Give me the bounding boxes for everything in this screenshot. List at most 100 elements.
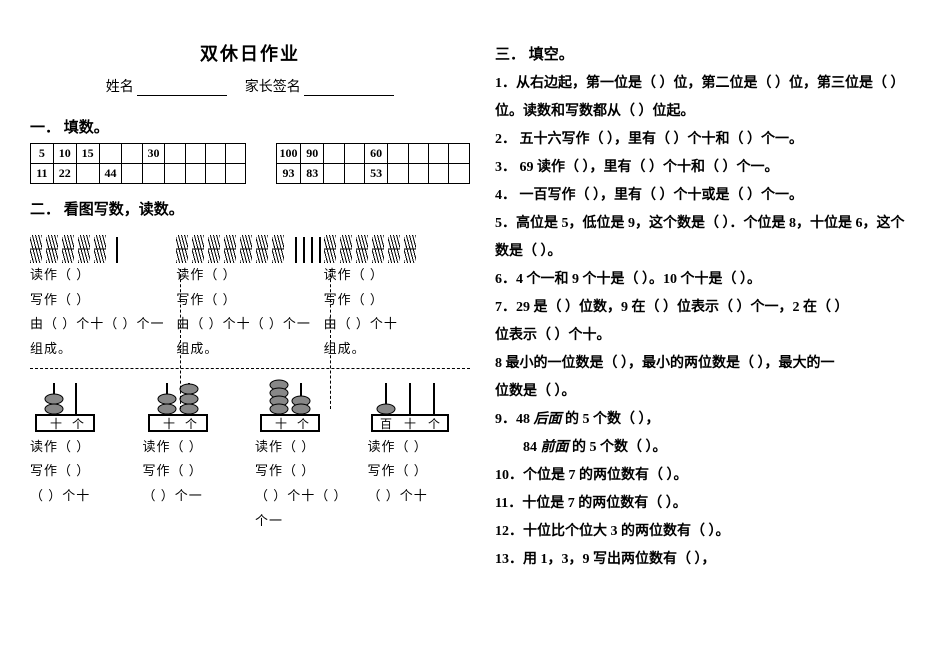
cell [324,164,344,184]
cell: 10 [53,144,76,164]
abacus-section: 十 个 读作（ ） 写作（ ） （ ）个十 [30,375,470,534]
question-11: 11．十位是 7 的两位数有（ ）。 [495,490,925,518]
read-as: 读作（ ） [255,435,358,460]
question-2: 2． 五十六写作（ ），里有（ ）个十和（ ）个一。 [495,126,925,154]
compose-tail: 组成。 [324,337,470,362]
write-as: 写作（ ） [324,288,470,313]
svg-text:十: 十 [163,417,175,431]
abacus-icon: 十 个 [143,375,213,433]
question-7b: 位表示（ ）个十。 [495,322,925,350]
question-12: 12．十位比个位大 3 的两位数有（ ）。 [495,518,925,546]
sign-blank [304,82,394,96]
cell [99,144,122,164]
cell [449,144,470,164]
table-row: 11 22 44 [31,164,246,184]
cell [225,144,245,164]
unit-line: （ ）个一 [143,484,246,509]
unit-line: （ ）个十 [368,484,471,509]
name-label: 姓名 [106,80,134,95]
cell [388,144,408,164]
abacus-item-4: 百 十 个 读作（ ） 写作（ ） （ ）个十 [368,375,471,534]
unit-line: （ ）个十 [30,484,133,509]
question-7: 7．29 是（ ）位数，9 在（ ）位表示（ ）个一，2 在（ ） [495,294,925,322]
abacus-item-1: 十 个 读作（ ） 写作（ ） （ ）个十 [30,375,133,534]
cell: 90 [301,144,324,164]
svg-text:十: 十 [404,417,416,431]
cell: 83 [301,164,324,184]
compose-line: 由（ ）个十 [324,312,470,337]
read-as: 读作（ ） [30,435,133,460]
cell [76,164,99,184]
cell: 60 [365,144,388,164]
cell [408,144,428,164]
cell [165,164,185,184]
cell: 11 [31,164,54,184]
tally-item-1: 读作（ ） 写作（ ） 由（ ）个十（ ）个一 组成。 [30,229,176,362]
cell: 93 [276,164,300,184]
abacus-item-2: 十 个 读作（ ） 写作（ ） （ ）个一 [143,375,246,534]
question-5b: 数是（ ）。 [495,238,925,266]
table-2: 100 90 60 93 83 53 [276,143,470,184]
section-3-heading: 三． 填空。 [495,40,925,70]
cell: 100 [276,144,300,164]
name-signature-row: 姓名 家长签名 [30,76,470,96]
tally-image [324,229,470,263]
table-row: 100 90 60 [276,144,469,164]
write-as: 写作（ ） [368,459,471,484]
sign-label: 家长签名 [245,80,301,95]
cell [344,164,364,184]
cell: 15 [76,144,99,164]
write-as: 写作（ ） [30,288,176,313]
tally-image [30,229,176,263]
compose-line: 由（ ）个十（ ）个一 [30,312,176,337]
cell: 5 [31,144,54,164]
abacus-icon: 百 十 个 [368,375,452,433]
table-row: 5 10 15 30 [31,144,246,164]
left-column: 双休日作业 姓名 家长签名 一． 填数。 5 10 15 30 [30,40,485,649]
read-as: 读作（ ） [368,435,471,460]
read-as: 读作（ ） [176,263,323,288]
cell [122,164,142,184]
dashed-divider [30,368,470,369]
page-title: 双休日作业 [30,40,470,66]
abacus-item-3: 十 个 读作（ ） 写作（ ） （ ）个十（ ）个一 [255,375,358,534]
svg-text:百: 百 [380,417,392,431]
abacus-icon: 十 个 [30,375,100,433]
read-as: 读作（ ） [324,263,470,288]
question-1: 1．从右边起，第一位是（ ）位，第二位是（ ）位，第三位是（ ） [495,70,925,98]
question-3: 3． 69 读作（ ），里有（ ）个十和（ ）个一。 [495,154,925,182]
question-8: 8 最小的一位数是（ ），最小的两位数是（ ），最大的一 [495,350,925,378]
compose-line: 由（ ）个十（ ）个一 [176,312,323,337]
cell [449,164,470,184]
dashed-divider [180,269,181,409]
write-as: 写作（ ） [255,459,358,484]
cell [429,144,449,164]
question-9b: 84 前面 的 5 个数（ ）。 [495,434,925,462]
q9b-em: 前面 [541,440,569,455]
svg-text:十: 十 [50,417,62,431]
tally-section: 读作（ ） 写作（ ） 由（ ）个十（ ）个一 组成。 读作（ ） 写作（ [30,229,470,362]
cell: 44 [99,164,122,184]
name-blank [137,82,227,96]
question-8b: 位数是（ ）。 [495,378,925,406]
table-1: 5 10 15 30 11 22 44 [30,143,246,184]
cell [344,144,364,164]
question-4: 4． 一百写作（ ），里有（ ）个十或是（ ）个一。 [495,182,925,210]
tally-image [176,229,323,263]
right-column: 三． 填空。 1．从右边起，第一位是（ ）位，第二位是（ ）位，第三位是（ ） … [485,40,925,649]
abacus-icon: 十 个 [255,375,325,433]
cell [185,144,205,164]
unit-line: （ ）个十（ ）个一 [255,484,358,533]
question-13: 13．用 1，3，9 写出两位数有（ ）， [495,546,925,574]
question-5: 5．高位是 5，低位是 9，这个数是（ ）．个位是 8，十位是 6，这个 [495,210,925,238]
cell [429,164,449,184]
q9a-post: 的 5 个数（ ）， [562,412,660,427]
compose-tail: 组成。 [176,337,323,362]
cell [324,144,344,164]
question-1b: 位。读数和写数都从（ ）位起。 [495,98,925,126]
svg-text:个: 个 [72,417,84,431]
cell: 30 [142,144,165,164]
cell [165,144,185,164]
read-as: 读作（ ） [143,435,246,460]
fill-number-tables: 5 10 15 30 11 22 44 [30,143,470,184]
